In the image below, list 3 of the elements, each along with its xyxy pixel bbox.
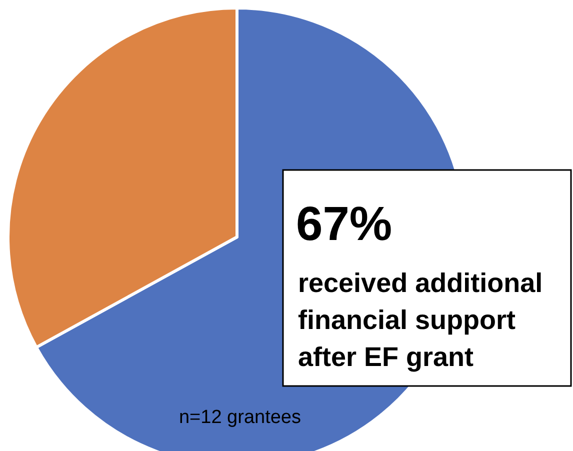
text: n=12 grantees — [178, 407, 302, 428]
slice-label: received additional financial support after EF grant — [298, 268, 543, 372]
data-label: 67% — [296, 198, 392, 251]
